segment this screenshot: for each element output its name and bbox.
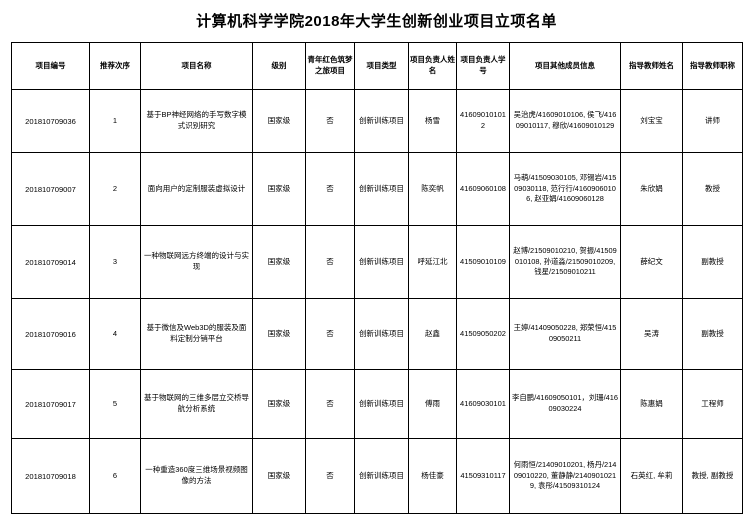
cell-advisor-title: 讲师 bbox=[682, 89, 743, 153]
cell-leader-name: 呼延江北 bbox=[408, 225, 457, 299]
cell-members: 赵博/21509010210, 贺振/41509010108, 孙道淼/2150… bbox=[509, 225, 621, 299]
cell-red-dream: 否 bbox=[305, 89, 355, 153]
column-header-project-id: 项目编号 bbox=[11, 42, 90, 90]
cell-advisor-title: 教授 bbox=[682, 152, 743, 226]
column-header-red-dream: 青年红色筑梦之旅项目 bbox=[305, 42, 355, 90]
column-header-level: 级别 bbox=[252, 42, 306, 90]
table-container: 项目编号 推荐次序 项目名称 级别 青年红色筑梦之旅项目 项目类型 项目负责人姓… bbox=[0, 42, 753, 514]
column-header-leader-name: 项目负责人姓名 bbox=[408, 42, 457, 90]
cell-advisor-name: 朱欣娟 bbox=[620, 152, 683, 226]
cell-advisor-name: 薛纪文 bbox=[620, 225, 683, 299]
table-row: 201810709018 6 一种重造360度三维场景视频图像的方法 国家级 否… bbox=[11, 438, 743, 514]
cell-order: 4 bbox=[89, 298, 141, 370]
cell-level: 国家级 bbox=[252, 89, 306, 153]
cell-project-id: 201810709014 bbox=[11, 225, 90, 299]
column-header-project-name: 项目名称 bbox=[140, 42, 253, 90]
table-row: 201810709016 4 基于微信及Web3D的服装及面料定制分销平台 国家… bbox=[11, 298, 743, 370]
cell-leader-name: 杨雪 bbox=[408, 89, 457, 153]
column-header-members: 项目其他成员信息 bbox=[509, 42, 621, 90]
cell-project-id: 201810709018 bbox=[11, 438, 90, 514]
cell-leader-sid: 41609060108 bbox=[456, 152, 510, 226]
cell-project-type: 创新训练项目 bbox=[354, 225, 409, 299]
cell-leader-sid: 41509310117 bbox=[456, 438, 510, 514]
cell-members: 李自鹏/41609050101，刘珊/41609030224 bbox=[509, 369, 621, 439]
cell-red-dream: 否 bbox=[305, 438, 355, 514]
cell-advisor-name: 石英红, 牟莉 bbox=[620, 438, 683, 514]
cell-red-dream: 否 bbox=[305, 225, 355, 299]
cell-leader-name: 陈奕帆 bbox=[408, 152, 457, 226]
cell-red-dream: 否 bbox=[305, 369, 355, 439]
cell-level: 国家级 bbox=[252, 438, 306, 514]
project-list-table: 项目编号 推荐次序 项目名称 级别 青年红色筑梦之旅项目 项目类型 项目负责人姓… bbox=[11, 42, 743, 514]
cell-leader-name: 杨佳豪 bbox=[408, 438, 457, 514]
column-header-project-type: 项目类型 bbox=[354, 42, 409, 90]
cell-red-dream: 否 bbox=[305, 298, 355, 370]
table-row: 201810709014 3 一种物联网远方终端的设计与实现 国家级 否 创新训… bbox=[11, 225, 743, 299]
cell-project-name: 基于微信及Web3D的服装及面料定制分销平台 bbox=[140, 298, 253, 370]
cell-project-id: 201810709017 bbox=[11, 369, 90, 439]
cell-advisor-name: 刘宝宝 bbox=[620, 89, 683, 153]
column-header-order: 推荐次序 bbox=[89, 42, 141, 90]
cell-members: 马萌/41509030105, 邓锡岩/41509030118, 范行行/416… bbox=[509, 152, 621, 226]
cell-advisor-name: 陈惠娟 bbox=[620, 369, 683, 439]
cell-advisor-name: 吴涛 bbox=[620, 298, 683, 370]
cell-level: 国家级 bbox=[252, 369, 306, 439]
table-body: 201810709036 1 基于BP神经网络的手写数字模式识别研究 国家级 否… bbox=[11, 89, 743, 514]
cell-members: 吴治虎/41609010106, 侯飞/41609010117, 穆欣/4160… bbox=[509, 89, 621, 153]
cell-level: 国家级 bbox=[252, 298, 306, 370]
cell-leader-sid: 41609030101 bbox=[456, 369, 510, 439]
cell-project-id: 201810709016 bbox=[11, 298, 90, 370]
cell-project-type: 创新训练项目 bbox=[354, 152, 409, 226]
cell-red-dream: 否 bbox=[305, 152, 355, 226]
cell-leader-sid: 41509010109 bbox=[456, 225, 510, 299]
cell-project-name: 基于物联网的三维多层立交桥导航分析系统 bbox=[140, 369, 253, 439]
cell-leader-name: 傅雨 bbox=[408, 369, 457, 439]
table-row: 201810709007 2 面向用户的定制服装虚拟设计 国家级 否 创新训练项… bbox=[11, 152, 743, 226]
cell-members: 王婷/41409050228, 郑荣恒/41509050211 bbox=[509, 298, 621, 370]
cell-level: 国家级 bbox=[252, 225, 306, 299]
cell-members: 何雨恒/21409010201, 杨丹/21409010220, 董静静/214… bbox=[509, 438, 621, 514]
cell-project-id: 201810709007 bbox=[11, 152, 90, 226]
column-header-advisor-title: 指导教师职称 bbox=[682, 42, 743, 90]
cell-leader-sid: 416090101012 bbox=[456, 89, 510, 153]
cell-advisor-title: 教授, 副教授 bbox=[682, 438, 743, 514]
cell-project-name: 一种重造360度三维场景视频图像的方法 bbox=[140, 438, 253, 514]
table-header: 项目编号 推荐次序 项目名称 级别 青年红色筑梦之旅项目 项目类型 项目负责人姓… bbox=[11, 42, 743, 90]
cell-order: 2 bbox=[89, 152, 141, 226]
cell-project-name: 基于BP神经网络的手写数字模式识别研究 bbox=[140, 89, 253, 153]
cell-level: 国家级 bbox=[252, 152, 306, 226]
table-row: 201810709017 5 基于物联网的三维多层立交桥导航分析系统 国家级 否… bbox=[11, 369, 743, 439]
cell-project-type: 创新训练项目 bbox=[354, 89, 409, 153]
column-header-advisor-name: 指导教师姓名 bbox=[620, 42, 683, 90]
cell-leader-sid: 41509050202 bbox=[456, 298, 510, 370]
cell-advisor-title: 工程师 bbox=[682, 369, 743, 439]
cell-project-id: 201810709036 bbox=[11, 89, 90, 153]
cell-order: 3 bbox=[89, 225, 141, 299]
cell-project-type: 创新训练项目 bbox=[354, 369, 409, 439]
table-row: 201810709036 1 基于BP神经网络的手写数字模式识别研究 国家级 否… bbox=[11, 89, 743, 153]
cell-leader-name: 赵鑫 bbox=[408, 298, 457, 370]
cell-order: 6 bbox=[89, 438, 141, 514]
page-title: 计算机科学学院2018年大学生创新创业项目立项名单 bbox=[196, 13, 557, 30]
cell-order: 1 bbox=[89, 89, 141, 153]
cell-project-type: 创新训练项目 bbox=[354, 298, 409, 370]
cell-advisor-title: 副教授 bbox=[682, 225, 743, 299]
cell-advisor-title: 副教授 bbox=[682, 298, 743, 370]
cell-project-name: 一种物联网远方终端的设计与实现 bbox=[140, 225, 253, 299]
column-header-leader-sid: 项目负责人学号 bbox=[456, 42, 510, 90]
cell-project-name: 面向用户的定制服装虚拟设计 bbox=[140, 152, 253, 226]
cell-project-type: 创新训练项目 bbox=[354, 438, 409, 514]
cell-order: 5 bbox=[89, 369, 141, 439]
header-row: 项目编号 推荐次序 项目名称 级别 青年红色筑梦之旅项目 项目类型 项目负责人姓… bbox=[11, 42, 743, 90]
